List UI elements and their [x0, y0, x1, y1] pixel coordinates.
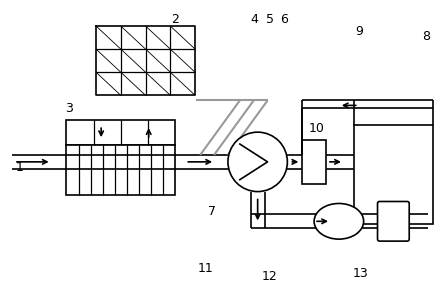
Ellipse shape — [314, 203, 364, 239]
Bar — [66, 120, 175, 145]
Bar — [66, 145, 175, 194]
Text: 8: 8 — [422, 30, 430, 43]
Text: 1: 1 — [16, 161, 24, 174]
Text: 7: 7 — [208, 205, 216, 218]
Text: 4: 4 — [251, 13, 259, 26]
Circle shape — [228, 132, 288, 192]
Text: 6: 6 — [280, 13, 288, 26]
Text: 12: 12 — [262, 270, 277, 283]
Text: 13: 13 — [353, 267, 369, 280]
Text: 11: 11 — [197, 262, 213, 275]
Text: 3: 3 — [66, 102, 74, 115]
FancyBboxPatch shape — [377, 202, 409, 241]
Bar — [302, 140, 326, 184]
Text: 5: 5 — [265, 13, 273, 26]
Text: 2: 2 — [171, 13, 179, 26]
Text: 10: 10 — [309, 122, 325, 135]
Text: 9: 9 — [355, 25, 363, 38]
Bar — [354, 125, 433, 224]
